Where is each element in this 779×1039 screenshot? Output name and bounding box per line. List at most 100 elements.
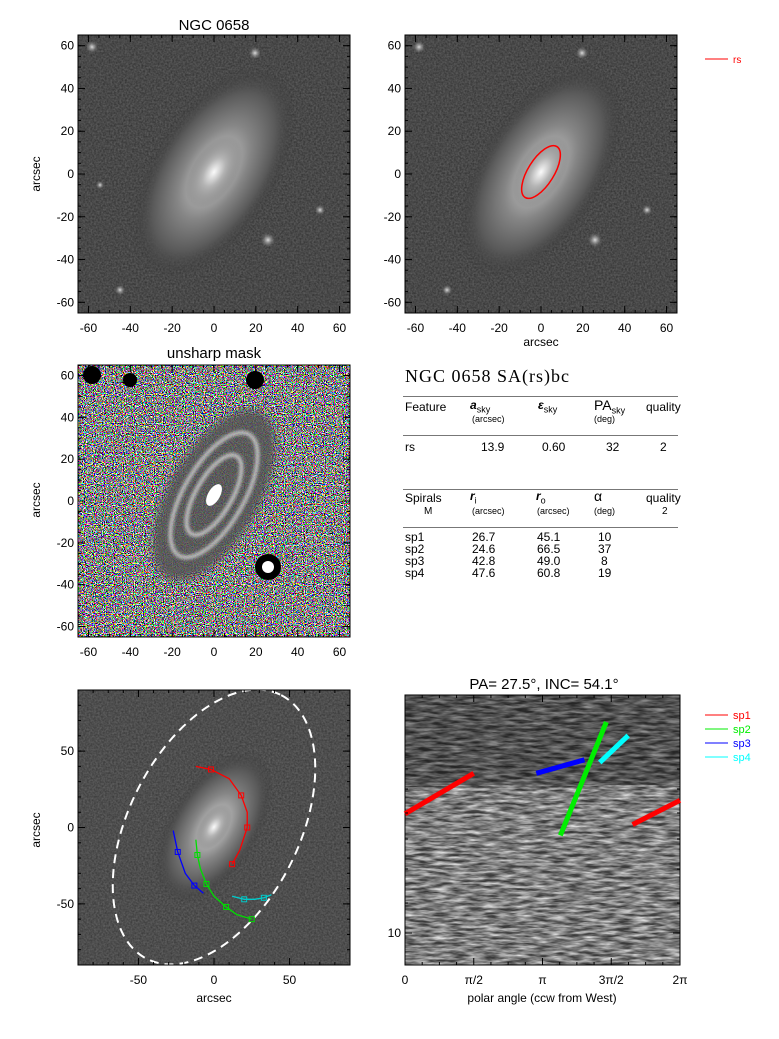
polar-panel: 0 π/2 π 3π/2 2π 10 PA= 27.5°, INC= 54.1° pola… bbox=[388, 676, 751, 1005]
spiral-header-quality-value: 2 bbox=[662, 506, 668, 517]
ring-header-a: asky bbox=[470, 398, 491, 415]
x-tick-label: 40 bbox=[618, 321, 632, 335]
x-tick-label: -40 bbox=[122, 645, 140, 659]
spiral-row-name: sp2 bbox=[405, 542, 425, 556]
x-tick-label: -60 bbox=[80, 321, 98, 335]
spiral-row-ro: 49.0 bbox=[537, 554, 561, 568]
y-tick-label: -40 bbox=[384, 253, 402, 267]
spiral-row-alpha: 37 bbox=[598, 542, 612, 556]
y-tick-label: 10 bbox=[388, 926, 402, 940]
spiral-row-ro: 66.5 bbox=[537, 542, 561, 556]
ring-header-a-unit: (arcsec) bbox=[472, 414, 505, 424]
x-tick-label: 60 bbox=[333, 645, 347, 659]
y-tick-label: -40 bbox=[57, 253, 75, 267]
x-tick-label: -20 bbox=[490, 321, 508, 335]
x-tick-label: -40 bbox=[122, 321, 140, 335]
y-tick-label: -60 bbox=[57, 295, 75, 309]
y-tick-label: -20 bbox=[384, 210, 402, 224]
y-tick-label: 0 bbox=[394, 167, 401, 181]
spiral-row-ri: 26.7 bbox=[472, 530, 496, 544]
sp4-fit-line bbox=[598, 733, 630, 765]
y-tick-label: 0 bbox=[67, 821, 74, 835]
ring-header-quality: quality bbox=[646, 400, 681, 414]
ring-row-feature: rs bbox=[405, 440, 415, 454]
y-tick-label: 60 bbox=[61, 368, 75, 382]
spiral-row-name: sp1 bbox=[405, 530, 425, 544]
x-tick-label: -60 bbox=[407, 321, 425, 335]
y-tick-label: -20 bbox=[57, 536, 75, 550]
y-tick-label: -40 bbox=[57, 578, 75, 592]
summary-table: NGC 0658 SA(rs)bc Feature asky (arcsec) … bbox=[403, 366, 681, 580]
spiral-header-alpha: α bbox=[594, 488, 603, 504]
y-tick-label: -20 bbox=[57, 210, 75, 224]
y-tick-label: 40 bbox=[61, 410, 75, 424]
y-tick-label: 50 bbox=[61, 744, 75, 758]
spiral-row-ri: 42.8 bbox=[472, 554, 496, 568]
x-tick-label: 20 bbox=[576, 321, 590, 335]
sp2-arm-marker bbox=[223, 903, 230, 910]
panel3-title: unsharp mask bbox=[167, 345, 262, 362]
y-tick-label: -60 bbox=[384, 295, 402, 309]
x-tick-label: 40 bbox=[291, 321, 305, 335]
y-tick-label: 20 bbox=[388, 124, 402, 138]
sp1-arm-marker bbox=[238, 792, 245, 799]
spiral-row-ri: 24.6 bbox=[472, 542, 496, 556]
x-tick-label: π bbox=[538, 973, 546, 987]
spiral-header-ro-unit: (arcsec) bbox=[537, 506, 570, 516]
sp3-arm-line bbox=[172, 830, 204, 894]
y-tick-label: 40 bbox=[388, 81, 402, 95]
y-tick-label: -60 bbox=[57, 620, 75, 634]
y-tick-label: 0 bbox=[67, 494, 74, 508]
sp4-arm-marker bbox=[241, 896, 248, 903]
spiral-row-alpha: 19 bbox=[598, 566, 612, 580]
unsharp-mask-panel: -60 -40 -20 0 20 40 60 60 40 20 0 -20 -40 -60 unsharp… bbox=[29, 345, 351, 659]
panel6-title: PA= 27.5°, INC= 54.1° bbox=[469, 676, 618, 693]
ring-row-eps: 0.60 bbox=[542, 440, 566, 454]
spiral-header-ro: ro bbox=[536, 489, 546, 506]
panel3-ylabel: arcsec bbox=[29, 482, 43, 517]
spiral-row-ri: 47.6 bbox=[472, 566, 496, 580]
sp3-arm-marker bbox=[174, 848, 181, 855]
ring-row-quality: 2 bbox=[660, 440, 667, 454]
panel5-ylabel: arcsec bbox=[29, 812, 43, 847]
spiral-overlay-panel: -50 0 50 50 0 -50 arcsec arcsec bbox=[29, 688, 351, 1005]
sp4-arm-marker bbox=[260, 894, 267, 901]
sp2-fit-line bbox=[558, 721, 609, 837]
x-tick-label: 60 bbox=[333, 321, 347, 335]
x-tick-label: 2π bbox=[673, 973, 688, 987]
sp1-fit-line bbox=[631, 798, 682, 827]
legend-rs-label: rs bbox=[733, 55, 741, 66]
sp2-arm-marker bbox=[248, 916, 255, 923]
ring-header-eps: εsky bbox=[538, 398, 558, 415]
ring-table-header-rule bbox=[403, 435, 678, 436]
spiral-row-ro: 45.1 bbox=[537, 530, 561, 544]
outer-disk-ellipse bbox=[111, 688, 317, 966]
ring-header-pa-unit: (deg) bbox=[594, 414, 616, 424]
panel2-xlabel: arcsec bbox=[523, 335, 558, 349]
sp2-arm-marker bbox=[203, 881, 210, 888]
legend-sp3-label: sp3 bbox=[733, 738, 751, 750]
x-tick-label: 0 bbox=[211, 645, 218, 659]
spiral-header-ri: ri bbox=[470, 489, 477, 506]
summary-title: NGC 0658 SA(rs)bc bbox=[405, 366, 570, 386]
y-tick-label: 20 bbox=[61, 124, 75, 138]
x-tick-label: 0 bbox=[211, 973, 218, 987]
panel5-xlabel: arcsec bbox=[196, 991, 231, 1005]
x-tick-label: -20 bbox=[163, 321, 181, 335]
x-tick-label: 0 bbox=[402, 973, 409, 987]
spiral-table-header-rule bbox=[403, 527, 678, 528]
spiral-row-name: sp3 bbox=[405, 554, 425, 568]
x-tick-label: 50 bbox=[283, 973, 297, 987]
x-tick-label: -50 bbox=[130, 973, 148, 987]
x-tick-label: -40 bbox=[449, 321, 467, 335]
image-panel-1: -60 -40 -20 0 20 40 60 60 40 20 0 -20 -40 -60 NGC 065… bbox=[29, 17, 351, 335]
y-tick-label: 20 bbox=[61, 452, 75, 466]
panel1-title: NGC 0658 bbox=[179, 17, 250, 34]
sp3-fit-line bbox=[535, 757, 586, 776]
y-tick-label: 40 bbox=[61, 81, 75, 95]
spiral-header-ri-unit: (arcsec) bbox=[472, 506, 505, 516]
y-tick-label: 60 bbox=[388, 39, 402, 53]
legend-sp2-label: sp2 bbox=[733, 724, 751, 736]
